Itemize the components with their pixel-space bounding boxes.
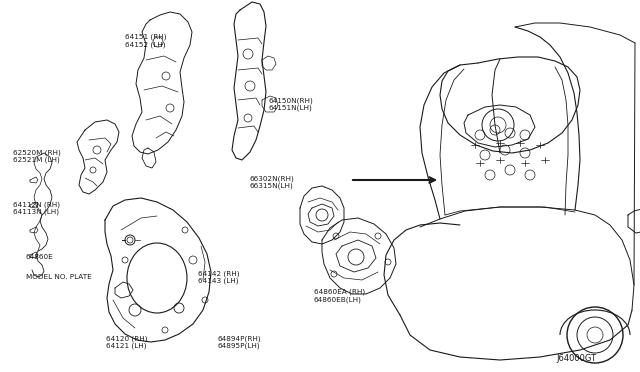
- Text: 64894P(RH)
64895P(LH): 64894P(RH) 64895P(LH): [218, 335, 261, 349]
- Text: 62520M (RH)
62521M (LH): 62520M (RH) 62521M (LH): [13, 149, 61, 163]
- Text: J64000GT: J64000GT: [557, 355, 597, 363]
- Text: 64150N(RH)
64151N(LH): 64150N(RH) 64151N(LH): [269, 97, 314, 111]
- Text: 64860EA (RH)
64860EB(LH): 64860EA (RH) 64860EB(LH): [314, 289, 365, 303]
- Text: 64142 (RH)
64143 (LH): 64142 (RH) 64143 (LH): [198, 270, 240, 284]
- Text: MODEL NO. PLATE: MODEL NO. PLATE: [26, 274, 92, 280]
- Text: 64860E: 64860E: [26, 254, 53, 260]
- Text: 66302N(RH)
66315N(LH): 66302N(RH) 66315N(LH): [250, 175, 294, 189]
- Text: 64151 (RH)
64152 (LH): 64151 (RH) 64152 (LH): [125, 34, 166, 48]
- Text: 64112N (RH)
64113N (LH): 64112N (RH) 64113N (LH): [13, 201, 60, 215]
- Text: 64120 (RH)
64121 (LH): 64120 (RH) 64121 (LH): [106, 335, 147, 349]
